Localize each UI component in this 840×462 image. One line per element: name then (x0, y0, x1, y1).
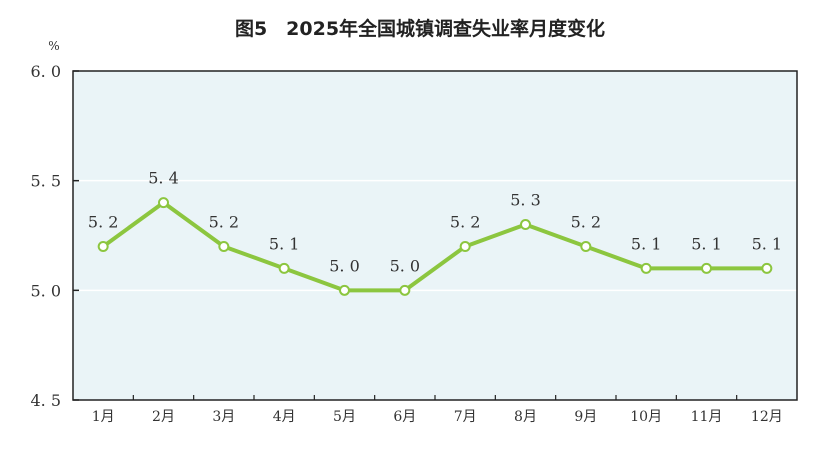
data-label: 5. 0 (390, 256, 421, 275)
y-axis-unit: % (48, 39, 59, 53)
data-point (520, 219, 531, 231)
chart-title: 图5 2025年全国城镇调查失业率月度变化 (234, 18, 606, 40)
y-tick-label: 5. 0 (30, 281, 61, 300)
data-point (158, 197, 169, 209)
x-tick-label: 3月 (212, 409, 235, 425)
plot-area (73, 71, 797, 400)
data-label: 5. 2 (88, 212, 119, 231)
data-label: 5. 4 (148, 169, 179, 188)
x-tick-label: 12月 (751, 409, 783, 425)
x-tick-label: 6月 (393, 409, 416, 425)
data-label: 5. 2 (209, 212, 240, 231)
x-tick-label: 11月 (691, 409, 723, 425)
x-tick-label: 4月 (273, 409, 296, 425)
data-label: 5. 2 (450, 212, 481, 231)
data-label: 5. 3 (510, 191, 541, 210)
y-tick-label: 6. 0 (30, 62, 61, 81)
x-tick-label: 1月 (92, 409, 115, 425)
data-label: 5. 1 (691, 234, 722, 253)
data-point (278, 262, 290, 274)
x-tick-label: 2月 (152, 409, 175, 425)
series-line (101, 200, 767, 293)
x-tick-label: 10月 (630, 409, 662, 425)
x-tick-label: 8月 (514, 409, 537, 425)
data-label: 5. 1 (631, 234, 662, 253)
data-point (339, 284, 350, 296)
data-point (399, 284, 411, 296)
data-point (97, 240, 109, 252)
data-point (640, 262, 652, 274)
y-tick-label: 5. 5 (30, 172, 61, 191)
x-tick-label: 9月 (574, 409, 597, 425)
data-point (218, 240, 230, 252)
data-point (580, 240, 592, 252)
data-label: 5. 2 (571, 212, 602, 231)
data-point (761, 262, 773, 274)
data-point (701, 262, 712, 274)
data-label: 5. 1 (269, 234, 300, 253)
data-point (459, 240, 471, 252)
data-label: 5. 0 (329, 256, 360, 275)
y-tick-label: 4. 5 (30, 391, 61, 410)
x-tick-label: 5月 (333, 409, 356, 425)
data-label: 5. 1 (752, 234, 783, 253)
x-tick-label: 7月 (454, 409, 477, 425)
